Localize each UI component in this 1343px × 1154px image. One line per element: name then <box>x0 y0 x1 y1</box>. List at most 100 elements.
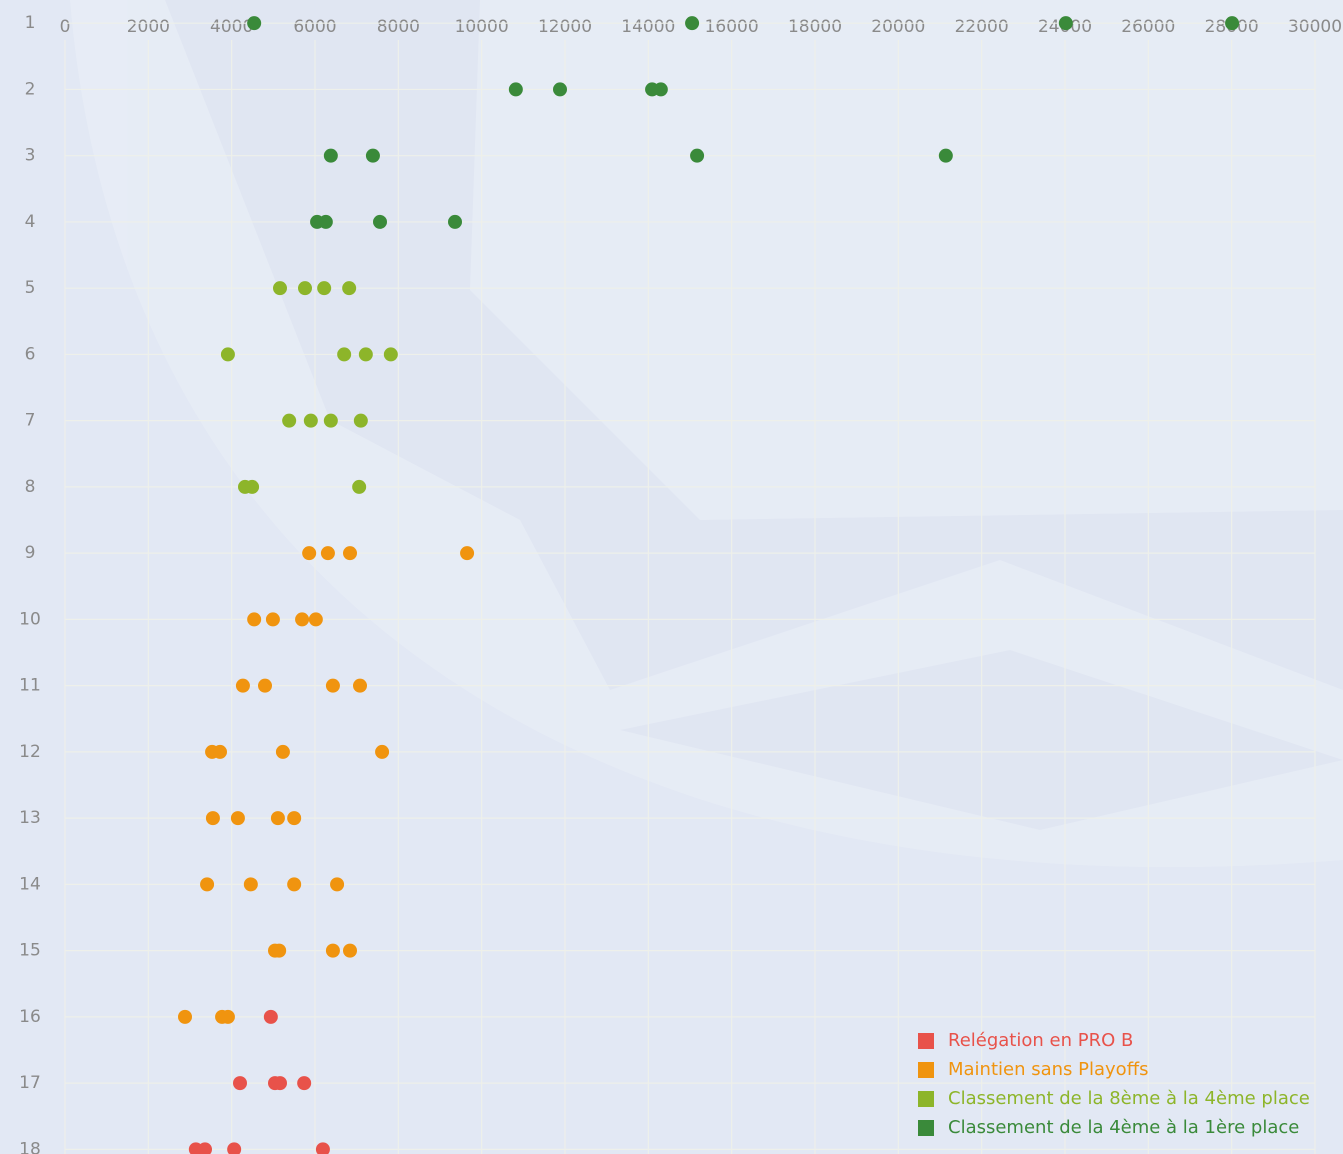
point <box>235 678 250 693</box>
point <box>303 413 318 428</box>
y-tick-label: 2 <box>25 79 36 99</box>
x-tick-label: 10000 <box>455 17 509 37</box>
point <box>353 413 368 428</box>
point <box>460 546 475 561</box>
point <box>553 82 567 97</box>
point <box>323 413 338 428</box>
point <box>265 612 280 627</box>
point <box>353 678 367 693</box>
point <box>298 281 312 296</box>
legend-label: Maintien sans Playoffs <box>948 1059 1148 1080</box>
point <box>343 943 357 958</box>
x-tick-label: 20000 <box>871 17 925 37</box>
point <box>245 479 260 494</box>
y-tick-label: 12 <box>19 742 41 762</box>
point <box>325 943 340 958</box>
point <box>213 744 227 759</box>
point <box>178 1009 192 1024</box>
legend-label: Relégation en PRO B <box>948 1030 1133 1051</box>
y-tick-label: 8 <box>25 477 36 497</box>
point <box>375 744 390 759</box>
point <box>383 347 398 362</box>
background-decoration <box>70 0 1343 868</box>
point <box>320 546 335 561</box>
point <box>282 413 297 428</box>
point <box>270 811 285 826</box>
y-tick-label: 17 <box>19 1073 41 1093</box>
point <box>272 943 287 958</box>
y-tick-label: 11 <box>19 676 41 696</box>
x-tick-label: 6000 <box>293 17 336 37</box>
y-tick-label: 14 <box>19 874 41 894</box>
point <box>273 1076 287 1091</box>
point <box>330 877 345 892</box>
point <box>227 1142 242 1154</box>
point <box>508 82 523 97</box>
x-tick-label: 18000 <box>788 17 842 37</box>
point <box>685 16 700 31</box>
y-tick-label: 7 <box>25 411 36 431</box>
y-tick-label: 13 <box>19 808 41 828</box>
legend: Relégation en PRO B Maintien sans Playoff… <box>918 1030 1310 1138</box>
point <box>258 678 272 693</box>
x-tick-label: 4000 <box>210 17 253 37</box>
point <box>690 148 705 163</box>
x-tick-label: 2000 <box>127 17 170 37</box>
point <box>247 16 262 31</box>
x-tick-label: 30000 <box>1288 17 1342 37</box>
point <box>302 546 317 561</box>
point <box>233 1076 247 1091</box>
x-tick-label: 22000 <box>955 17 1009 37</box>
point <box>230 811 245 826</box>
point <box>220 347 235 362</box>
y-tick-label: 6 <box>25 344 36 364</box>
point <box>243 877 258 892</box>
y-tick-label: 5 <box>25 278 36 298</box>
point <box>1225 16 1240 31</box>
point <box>308 612 323 627</box>
x-tick-label: 8000 <box>377 17 420 37</box>
point <box>200 877 215 892</box>
point <box>448 214 462 229</box>
point <box>365 148 380 163</box>
bg-shape <box>70 0 1343 868</box>
point <box>653 82 668 97</box>
x-tick-label: 26000 <box>1121 17 1175 37</box>
x-tick-label: 0 <box>60 17 71 37</box>
y-tick-label: 3 <box>25 146 36 166</box>
bg-shape <box>165 0 1343 690</box>
y-tick-label: 16 <box>19 1007 41 1027</box>
y-tick-label: 15 <box>19 941 41 961</box>
point <box>287 811 302 826</box>
y-tick-label: 4 <box>25 212 36 232</box>
x-tick-label: 16000 <box>705 17 759 37</box>
point <box>205 811 220 826</box>
point <box>263 1009 278 1024</box>
legend-label: Classement de la 4ème à la 1ère place <box>948 1117 1299 1138</box>
x-tick-label: 14000 <box>621 17 675 37</box>
x-tick-label: 12000 <box>538 17 592 37</box>
point <box>342 281 357 296</box>
y-tick-label: 1 <box>25 13 36 33</box>
legend-label: Classement de la 8ème à la 4ème place <box>948 1088 1310 1109</box>
point <box>1058 16 1073 31</box>
point <box>337 347 352 362</box>
point <box>343 546 357 561</box>
point <box>323 148 338 163</box>
point <box>325 678 340 693</box>
point <box>273 281 287 296</box>
point <box>358 347 373 362</box>
point <box>315 1142 330 1154</box>
point <box>287 877 302 892</box>
point <box>938 148 953 163</box>
y-tick-label: 9 <box>25 543 36 563</box>
legend-swatch <box>918 1120 934 1136</box>
point <box>247 612 262 627</box>
point <box>318 214 333 229</box>
point <box>198 1142 212 1154</box>
point <box>352 479 367 494</box>
point <box>275 744 290 759</box>
legend-swatch <box>918 1091 934 1107</box>
